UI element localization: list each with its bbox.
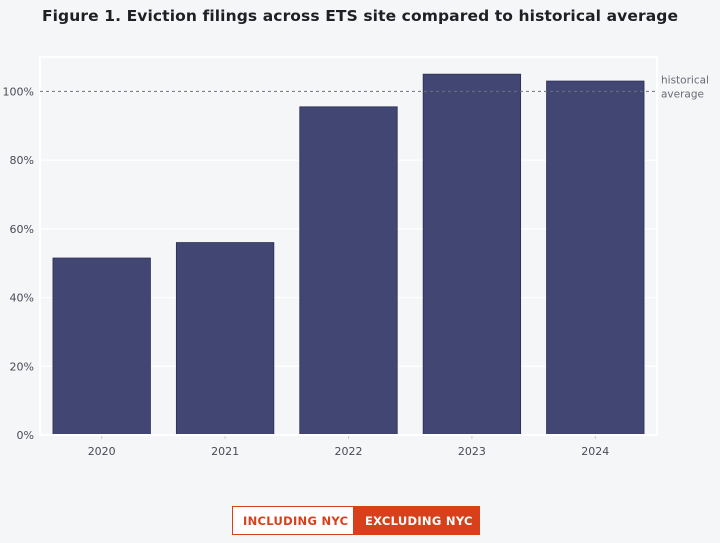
chart-title: Figure 1. Eviction filings across ETS si… [41,7,679,25]
y-tick-label: 0% [17,429,34,442]
bar-chart: 0% 20% 40% 60% 80% 100% 2020 2021 2022 2023 2024 hi… [2,73,709,458]
y-tick-label: 100% [3,85,34,98]
x-tick-label: 2021 [211,445,239,458]
x-tick-label: 2022 [335,445,363,458]
x-tick-label: 2023 [458,445,486,458]
y-tick-label: 40% [10,292,34,305]
bar-2021 [175,242,275,436]
y-tick-label: 60% [10,223,34,236]
x-tick-label: 2020 [88,445,116,458]
bar-2023 [422,73,522,436]
x-tick-label: 2024 [581,445,609,458]
bar-2022 [299,106,398,436]
y-tick-label: 20% [10,360,34,373]
including-nyc-button[interactable]: INCLUDING NYC [232,506,354,535]
bar-2024 [546,80,645,436]
bar-2020 [52,257,151,436]
y-tick-label: 80% [10,154,34,167]
historical-average-label: average [661,88,704,100]
historical-average-label: historical [661,74,709,86]
excluding-nyc-button[interactable]: EXCLUDING NYC [354,506,480,535]
nyc-toggle: INCLUDING NYC EXCLUDING NYC [232,506,480,535]
